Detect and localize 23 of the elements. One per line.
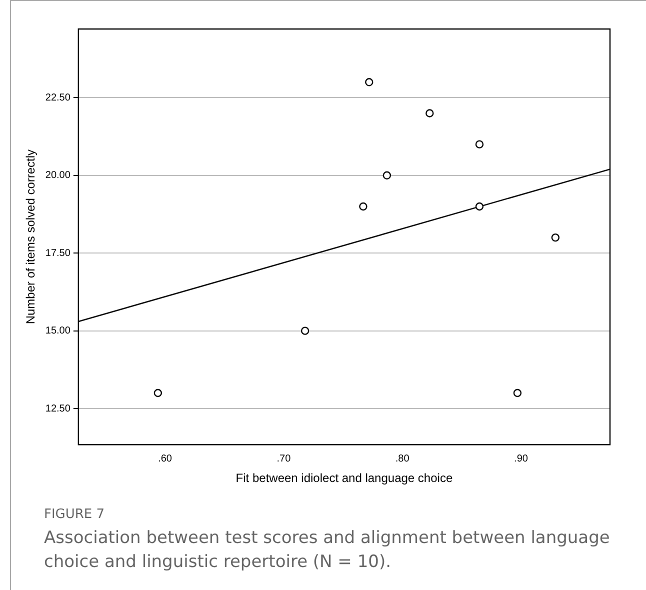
x-tick-label: .80 — [395, 453, 410, 464]
point — [551, 233, 560, 242]
y-axis-title: Number of items solved correctly — [24, 149, 38, 324]
point — [365, 78, 374, 86]
y-tick-label: 15.00 — [45, 326, 71, 337]
point — [426, 109, 434, 118]
point — [513, 388, 522, 398]
point — [475, 202, 484, 211]
text: Association between test scores and alignment between language choice and linguistic repertoire (N = 10). — [44, 527, 611, 574]
y-tick-label: 20.00 — [45, 170, 71, 182]
x-tick-label: .70 — [276, 453, 292, 464]
point — [359, 202, 368, 211]
caption: FIGURE 7 — [44, 507, 106, 522]
y-tick-label: 22.50 — [45, 92, 71, 104]
y-tick-label: 12.50 — [45, 403, 71, 414]
point — [475, 140, 484, 148]
x-axis-title: Fit between idiolect and language choice — [236, 471, 453, 486]
point — [154, 388, 162, 398]
point — [300, 326, 310, 335]
y-tick-label: 17.50 — [45, 248, 71, 259]
x-tick-label: .90 — [514, 453, 528, 464]
x-tick-label: .60 — [158, 453, 172, 464]
point — [382, 171, 392, 180]
